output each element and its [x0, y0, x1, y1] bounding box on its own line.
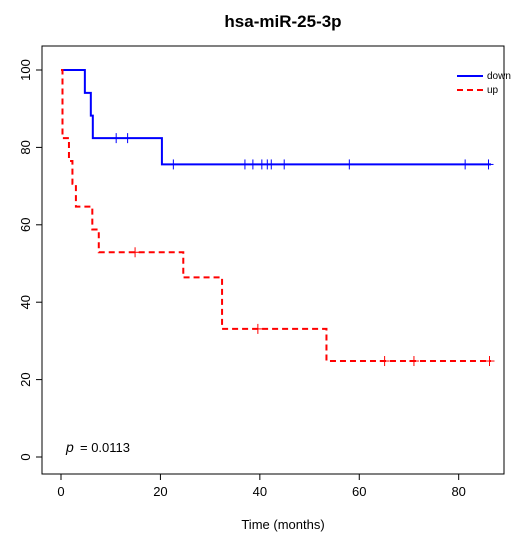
censor-mark-down [247, 159, 258, 170]
censor-mark-down [111, 133, 122, 144]
legend-item-up: up [457, 85, 499, 96]
legend: down up [457, 71, 511, 96]
legend-item-down: down [457, 71, 511, 82]
censor-mark-down [168, 159, 179, 170]
censor-mark-up [130, 247, 141, 258]
x-tick-label: 20 [153, 484, 167, 499]
y-tick-label: 0 [18, 453, 33, 460]
censor-mark-up [252, 323, 263, 334]
p-value-text: = 0.0113 [80, 440, 130, 455]
censor-mark-down [460, 159, 471, 170]
censor-mark-up [484, 356, 495, 367]
censor-mark-down [266, 159, 277, 170]
x-axis: 0 20 40 60 80 [57, 473, 466, 499]
censor-mark-down [344, 159, 355, 170]
x-tick-label: 60 [352, 484, 366, 499]
censor-mark-down [279, 159, 290, 170]
plot-frame [41, 45, 505, 475]
censor-mark-up [408, 356, 419, 367]
x-tick-label: 80 [451, 484, 465, 499]
y-axis: 0 20 40 60 80 100 [18, 59, 43, 461]
y-tick-label: 100 [18, 59, 33, 81]
p-value-symbol: p [65, 439, 74, 455]
censor-mark-down [122, 133, 133, 144]
censor-mark-down [483, 159, 494, 170]
series-line-up [61, 69, 491, 363]
legend-label: down [487, 71, 511, 82]
series-line-down [61, 69, 491, 166]
x-tick-label: 0 [57, 484, 64, 499]
series-down [61, 69, 494, 170]
x-axis-title: Time (months) [241, 517, 324, 532]
y-tick-label: 40 [18, 295, 33, 309]
series-up [61, 69, 495, 367]
y-tick-label: 80 [18, 140, 33, 154]
x-tick-label: 40 [253, 484, 267, 499]
y-tick-label: 60 [18, 218, 33, 232]
chart-title: hsa-miR-25-3p [224, 12, 341, 31]
series-layer [61, 69, 495, 367]
censor-mark-up [379, 356, 390, 367]
legend-label: up [487, 85, 499, 96]
y-tick-label: 20 [18, 372, 33, 386]
